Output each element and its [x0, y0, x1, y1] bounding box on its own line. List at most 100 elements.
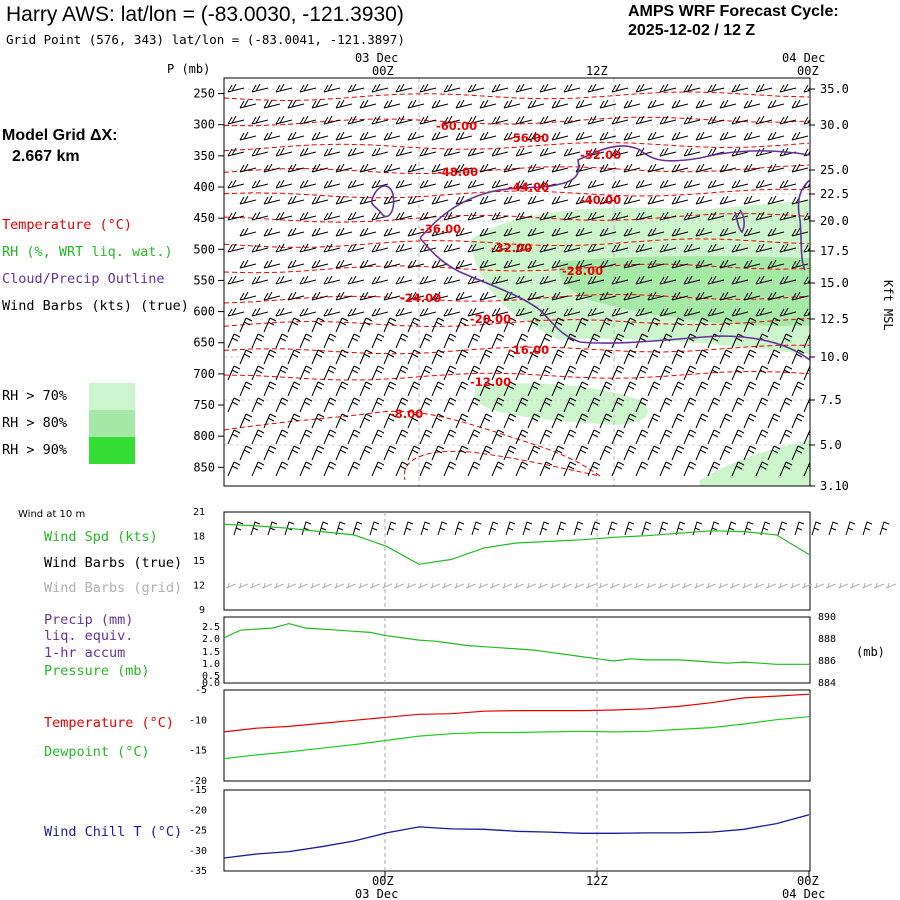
wind-barb [719, 413, 733, 429]
wind-barb [731, 83, 749, 93]
wind-barb [707, 211, 725, 221]
wind-barb [455, 259, 473, 269]
windchill-ytick-label: -35 [189, 866, 207, 877]
wind-barb [587, 115, 605, 125]
wind-barb [491, 307, 509, 317]
wind-barb [635, 243, 653, 253]
grid-barb [441, 582, 453, 589]
temperature-contour-minus8 [224, 410, 601, 481]
wind-barb [287, 413, 301, 429]
wind-barb [419, 397, 433, 413]
temperature-label: -44.00 [508, 180, 549, 194]
wind-barb [299, 243, 317, 253]
wind-barb [683, 365, 697, 381]
wind-barb [419, 211, 437, 221]
wind-barb [791, 131, 809, 141]
wind-barb [491, 211, 509, 221]
wind-barb [299, 147, 317, 157]
legend-rh80: RH > 80% [2, 415, 68, 431]
wind-barb [419, 83, 437, 93]
wind-barb [371, 429, 385, 445]
wind-barb [563, 115, 581, 125]
precip-ytick-label: 1.5 [202, 647, 220, 658]
wind-barb [515, 397, 529, 413]
wind-barb [383, 195, 401, 205]
wind-barb [335, 195, 353, 205]
kft-tick-label: 22.5 [820, 187, 849, 201]
wind10m-title: Wind at 10 m [18, 509, 86, 520]
wind-barb [743, 131, 761, 141]
wind-barb [287, 195, 305, 205]
wind-barb [551, 99, 569, 109]
wind-barb [551, 195, 569, 205]
grid-barb [429, 582, 441, 589]
wind-barb [347, 243, 365, 253]
wind-barb [659, 147, 677, 157]
wind-barb [287, 291, 305, 301]
wind-barb [263, 381, 277, 397]
wind-barb [503, 259, 521, 269]
wind-barb [431, 259, 449, 269]
wind-barb [491, 429, 505, 445]
wind-barb [467, 365, 481, 381]
wind-barb [683, 461, 697, 477]
wind-barb [743, 381, 757, 397]
temp-dewpoint-yticks: -5 -10 -15 -20 [189, 685, 207, 787]
kft-tick-label: 30.0 [820, 118, 849, 132]
wind-barb [251, 365, 265, 381]
wind-barb [767, 413, 781, 429]
wind-barb [671, 349, 685, 365]
wind-barb [251, 275, 269, 285]
grid-barb [861, 582, 873, 589]
wind-barb [263, 259, 281, 269]
grid-barb [645, 582, 657, 589]
temperature-label: -8.00 [390, 407, 423, 421]
wind-ytick-label: 15 [193, 556, 205, 567]
wind-barb [347, 211, 365, 221]
wind-barb [635, 179, 653, 189]
legend-cloud-outline: Cloud/Precip Outline [2, 271, 165, 287]
grid-barb [297, 582, 309, 589]
wind-barb [515, 211, 533, 221]
grid-barb [789, 582, 801, 589]
wind-barb [695, 163, 713, 173]
temperature-label: -28.00 [562, 264, 603, 278]
wind-barb [299, 83, 317, 93]
wind-barb [503, 227, 521, 237]
wind-barb [311, 291, 329, 301]
wind-barb [599, 227, 617, 237]
wind-barb [383, 259, 401, 269]
wind-barb [527, 445, 541, 461]
wind-barb [719, 445, 733, 461]
wind-ytick-label: 12 [193, 581, 205, 592]
legend-wind-barbs-true: Wind Barbs (true) [44, 555, 183, 571]
wind10m-barb [794, 521, 805, 536]
pressure-ytick-label: 890 [818, 612, 836, 623]
grid-barb [525, 582, 537, 589]
wind-barb [611, 147, 629, 157]
wind-barb [551, 131, 569, 141]
grid-barb [321, 582, 333, 589]
wind-barb [647, 163, 665, 173]
wind-barb [683, 115, 701, 125]
wind-barb [803, 429, 810, 445]
wind-barb [743, 413, 757, 429]
grid-barb [849, 582, 861, 589]
wind-barb [623, 195, 641, 205]
wind10m-barb [250, 521, 261, 536]
wind-barb [503, 413, 517, 429]
wind-barb [635, 429, 649, 445]
wind-barb [539, 115, 557, 125]
wind-barb [419, 115, 437, 125]
wind-barb [515, 333, 529, 349]
temperature-contour [224, 188, 810, 199]
wind-barb [731, 243, 749, 253]
wind10m-barb [352, 521, 363, 536]
wind-barb [347, 83, 365, 93]
wind-barb [455, 131, 473, 141]
wind-barb [743, 291, 761, 301]
wind-barb [551, 349, 565, 365]
wind-barb [359, 413, 373, 429]
wind-barb [779, 211, 797, 221]
wind-barb [623, 445, 637, 461]
